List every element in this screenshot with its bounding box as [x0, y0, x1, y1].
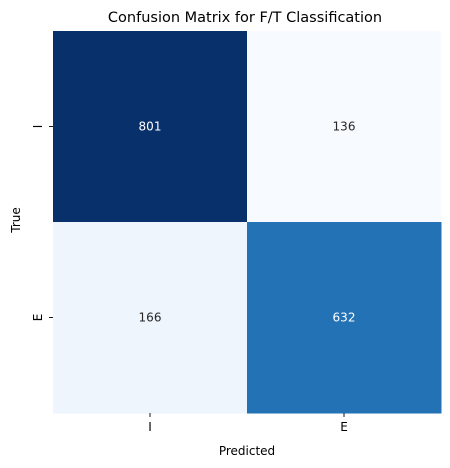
- cell-value-label: 166: [139, 311, 162, 325]
- heatmap-cell-I-E: [247, 31, 442, 223]
- cell-value-label: 136: [333, 120, 356, 134]
- y-tick-label: I: [31, 125, 45, 129]
- heatmap-annotations: 801 136 166 632: [139, 120, 356, 325]
- y-tick-label: E: [31, 314, 45, 322]
- heatmap-cell-I-I: [53, 31, 248, 223]
- cell-value-label: 632: [333, 311, 356, 325]
- y-axis-ticks: IE: [31, 125, 53, 322]
- chart-title: Confusion Matrix for F/T Classification: [108, 10, 382, 26]
- x-axis-label: Predicted: [219, 444, 275, 458]
- heatmap-cell-E-E: [247, 222, 442, 414]
- cell-value-label: 801: [139, 120, 162, 134]
- y-axis-label: True: [9, 207, 23, 234]
- heatmap-cells: [53, 31, 442, 414]
- x-tick-label: I: [148, 420, 152, 434]
- heatmap-cell-E-I: [53, 222, 248, 414]
- x-tick-label: E: [340, 420, 348, 434]
